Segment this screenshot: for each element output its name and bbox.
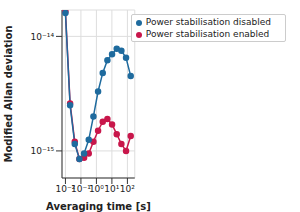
svg-text:Averaging time [s]: Averaging time [s]: [46, 201, 151, 212]
html-text:Power stabilisation enabled: Power stabilisation enabled: [145, 29, 270, 39]
svg-text:10⁻¹⁴: 10⁻¹⁴: [31, 32, 55, 42]
html-text:Power stabilisation disabled: Power stabilisation disabled: [145, 17, 271, 27]
svg-text:10⁰: 10⁰: [89, 184, 104, 194]
svg-text:10⁻²: 10⁻²: [55, 184, 76, 195]
svg-text:10¹: 10¹: [104, 184, 119, 194]
svg-text:Modified Allan deviation: Modified Allan deviation: [8, 25, 14, 162]
svg-text:10²: 10²: [120, 184, 135, 194]
svg-text:10⁻¹⁵: 10⁻¹⁵: [31, 146, 55, 156]
svg-text:10⁻¹: 10⁻¹: [71, 184, 91, 195]
